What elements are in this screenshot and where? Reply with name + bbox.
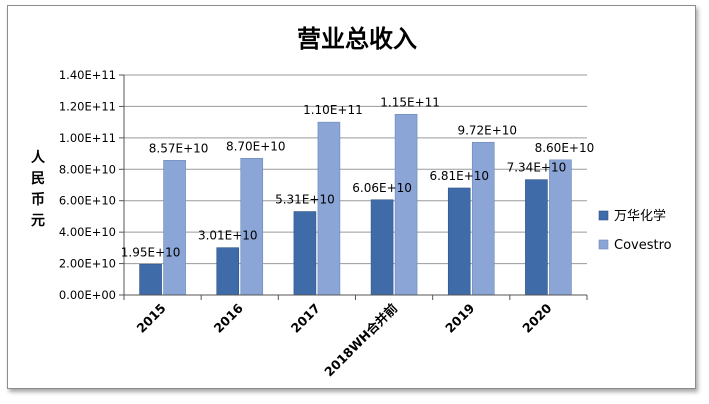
data-label: 5.31E+10 [275,193,335,207]
y-tick-labels: 0.00E+00 2.00E+10 4.00E+10 6.00E+10 8.00E+10… [59,68,116,302]
bar-wanhua [370,199,394,296]
bar-covestro [394,113,418,296]
y-axis-label-char: 元 [31,213,45,229]
legend-label: 万华化学 [614,208,666,224]
bar-wanhua [525,179,548,296]
data-label: 1.95E+10 [121,245,181,259]
data-label: 8.70E+10 [226,139,286,153]
bars [139,113,572,296]
data-label: 8.57E+10 [149,141,209,155]
y-tick-label: 4.00E+10 [59,225,116,239]
y-tick-label: 1.20E+11 [59,99,116,113]
data-labels: 1.95E+10 3.01E+10 5.31E+10 6.06E+10 6.81E+10… [121,95,594,259]
bar-wanhua [139,264,162,296]
bar-covestro [471,141,495,296]
chart-title: 营业总收入 [297,24,417,53]
y-tick-label: 2.00E+10 [59,257,116,271]
data-label: 3.01E+10 [198,229,258,243]
x-tick-label: 2020 [519,300,554,335]
x-tick-label: 2018WH合并前 [321,300,400,379]
y-tick-label: 1.00E+11 [59,131,116,145]
bar-covestro [549,159,572,296]
chart-frame [7,5,696,389]
y-tick-label: 8.00E+10 [59,162,116,176]
x-tick-label: 2016 [211,300,246,335]
axes [123,75,588,300]
legend-label: Covestro [614,238,672,253]
legend-swatch [598,210,609,221]
bar-covestro [163,160,186,296]
legend: 万华化学 Covestro [598,208,672,253]
data-label: 6.06E+10 [352,181,412,195]
x-tick-label: 2017 [288,301,323,336]
bar-covestro [317,121,341,296]
legend-swatch [598,239,609,250]
data-label: 7.34E+10 [507,161,567,175]
data-label: 9.72E+10 [457,123,517,137]
y-axis-label-char: 币 [31,192,45,208]
data-label: 1.10E+11 [303,103,363,117]
x-tick-label: 2019 [442,301,477,336]
bar-covestro [240,157,264,296]
data-label: 8.60E+10 [535,141,595,155]
x-tick-label: 2015 [133,301,168,336]
y-axis-label-char: 民 [31,171,45,187]
bar-wanhua [447,187,471,296]
y-tick-label: 6.00E+10 [59,194,116,208]
data-label: 1.15E+11 [380,95,440,109]
y-tick-label: 1.40E+11 [59,68,116,82]
data-label: 6.81E+10 [429,169,489,183]
bar-wanhua [216,247,240,296]
y-tick-label: 0.00E+00 [59,288,116,302]
bar-wanhua [293,211,317,296]
y-axis-label-char: 人 [31,149,46,166]
